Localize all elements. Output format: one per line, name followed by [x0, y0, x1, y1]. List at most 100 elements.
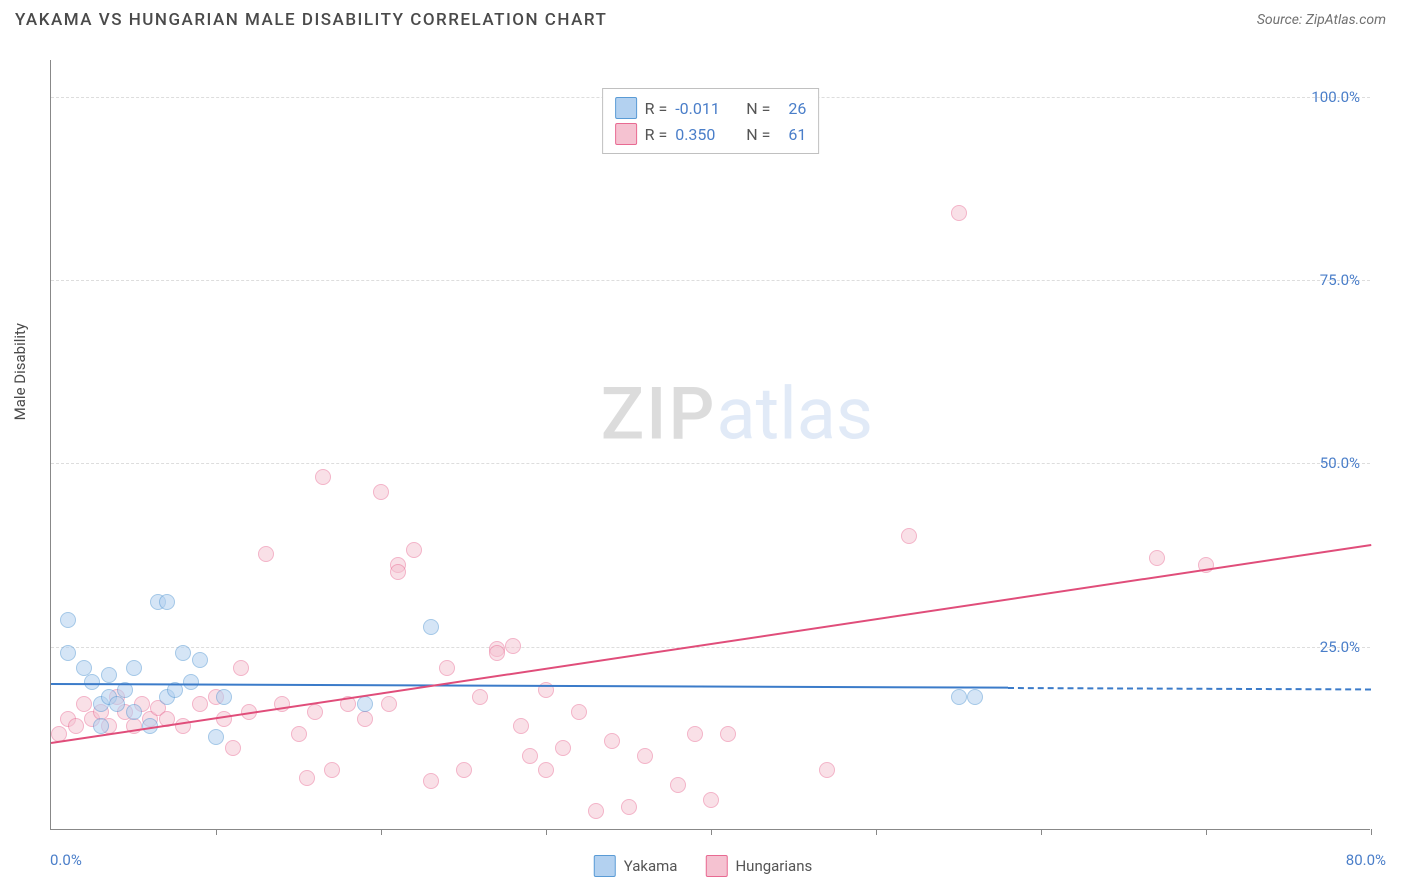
r-value-hungarians: 0.350: [675, 125, 730, 144]
ytick-label: 75.0%: [1320, 271, 1360, 289]
xlabel-max: 80.0%: [1346, 851, 1386, 869]
scatter-point-hungarians: [571, 704, 587, 720]
xtick: [1371, 829, 1372, 835]
scatter-point-hungarians: [637, 748, 653, 764]
scatter-point-yakama: [208, 729, 224, 745]
scatter-point-hungarians: [357, 711, 373, 727]
legend-swatch-hungarians: [615, 123, 637, 145]
xlabel-min: 0.0%: [50, 851, 82, 869]
scatter-point-hungarians: [951, 205, 967, 221]
r-label: R =: [645, 125, 668, 144]
ytick-label: 100.0%: [1311, 88, 1360, 106]
n-label: N =: [746, 99, 770, 118]
scatter-point-hungarians: [670, 777, 686, 793]
legend-stats-row-hungarians: R = 0.350 N = 61: [615, 121, 807, 147]
scatter-point-yakama: [126, 660, 142, 676]
gridline: [51, 647, 1370, 648]
scatter-point-hungarians: [513, 718, 529, 734]
xtick: [1206, 829, 1207, 835]
scatter-point-hungarians: [522, 748, 538, 764]
scatter-point-yakama: [159, 594, 175, 610]
scatter-point-hungarians: [406, 542, 422, 558]
scatter-point-hungarians: [489, 645, 505, 661]
scatter-point-hungarians: [390, 564, 406, 580]
legend-stats-row-yakama: R = -0.011 N = 26: [615, 95, 807, 121]
legend-item-hungarians: Hungarians: [705, 855, 812, 877]
scatter-point-hungarians: [588, 803, 604, 819]
chart-title: YAKAMA VS HUNGARIAN MALE DISABILITY CORR…: [15, 10, 607, 30]
scatter-point-hungarians: [423, 773, 439, 789]
scatter-point-hungarians: [472, 689, 488, 705]
scatter-point-yakama: [126, 704, 142, 720]
legend-swatch-hungarians-icon: [705, 855, 727, 877]
scatter-point-hungarians: [299, 770, 315, 786]
scatter-point-yakama: [192, 652, 208, 668]
scatter-point-hungarians: [703, 792, 719, 808]
scatter-point-yakama: [93, 718, 109, 734]
xtick: [711, 829, 712, 835]
watermark: ZIPatlas: [601, 371, 873, 456]
scatter-point-hungarians: [901, 528, 917, 544]
legend-swatch-yakama-icon: [594, 855, 616, 877]
scatter-point-hungarians: [439, 660, 455, 676]
legend-label-hungarians: Hungarians: [735, 857, 812, 875]
ytick-label: 50.0%: [1320, 454, 1360, 472]
xtick: [1041, 829, 1042, 835]
scatter-point-hungarians: [1149, 550, 1165, 566]
scatter-point-hungarians: [604, 733, 620, 749]
scatter-point-hungarians: [687, 726, 703, 742]
scatter-point-yakama: [183, 674, 199, 690]
scatter-point-hungarians: [456, 762, 472, 778]
plot-area: ZIPatlas R = -0.011 N = 26 R = 0.350 N =…: [50, 60, 1370, 830]
scatter-point-hungarians: [720, 726, 736, 742]
legend-item-yakama: Yakama: [594, 855, 678, 877]
xtick: [216, 829, 217, 835]
scatter-point-hungarians: [315, 469, 331, 485]
scatter-point-hungarians: [68, 718, 84, 734]
r-label: R =: [645, 99, 668, 118]
trend-line-hungarians: [51, 544, 1371, 744]
scatter-point-yakama: [951, 689, 967, 705]
scatter-point-yakama: [423, 619, 439, 635]
scatter-point-yakama: [60, 645, 76, 661]
chart-container: Male Disability ZIPatlas R = -0.011 N = …: [0, 35, 1406, 885]
xtick: [546, 829, 547, 835]
chart-header: YAKAMA VS HUNGARIAN MALE DISABILITY CORR…: [0, 0, 1406, 35]
scatter-point-hungarians: [192, 696, 208, 712]
scatter-point-hungarians: [307, 704, 323, 720]
scatter-point-hungarians: [233, 660, 249, 676]
scatter-point-hungarians: [505, 638, 521, 654]
scatter-point-hungarians: [538, 762, 554, 778]
scatter-point-hungarians: [555, 740, 571, 756]
scatter-point-yakama: [109, 696, 125, 712]
scatter-point-hungarians: [381, 696, 397, 712]
gridline: [51, 280, 1370, 281]
scatter-point-hungarians: [324, 762, 340, 778]
scatter-point-yakama: [175, 645, 191, 661]
xtick: [381, 829, 382, 835]
trend-line-yakama-dashed: [1008, 687, 1371, 690]
scatter-point-hungarians: [373, 484, 389, 500]
legend-series: Yakama Hungarians: [594, 855, 812, 877]
scatter-point-hungarians: [216, 711, 232, 727]
n-value-hungarians: 61: [778, 125, 806, 144]
scatter-point-hungarians: [225, 740, 241, 756]
chart-source: Source: ZipAtlas.com: [1257, 12, 1386, 28]
ytick-label: 25.0%: [1320, 638, 1360, 656]
watermark-zip: ZIP: [601, 371, 717, 456]
r-value-yakama: -0.011: [675, 99, 730, 118]
n-value-yakama: 26: [778, 99, 806, 118]
watermark-atlas: atlas: [716, 371, 873, 456]
scatter-point-yakama: [967, 689, 983, 705]
scatter-point-yakama: [216, 689, 232, 705]
legend-swatch-yakama: [615, 97, 637, 119]
xtick: [876, 829, 877, 835]
scatter-point-hungarians: [291, 726, 307, 742]
scatter-point-hungarians: [621, 799, 637, 815]
scatter-point-yakama: [101, 667, 117, 683]
gridline: [51, 463, 1370, 464]
scatter-point-yakama: [60, 612, 76, 628]
scatter-point-yakama: [357, 696, 373, 712]
scatter-point-yakama: [76, 660, 92, 676]
scatter-point-hungarians: [258, 546, 274, 562]
